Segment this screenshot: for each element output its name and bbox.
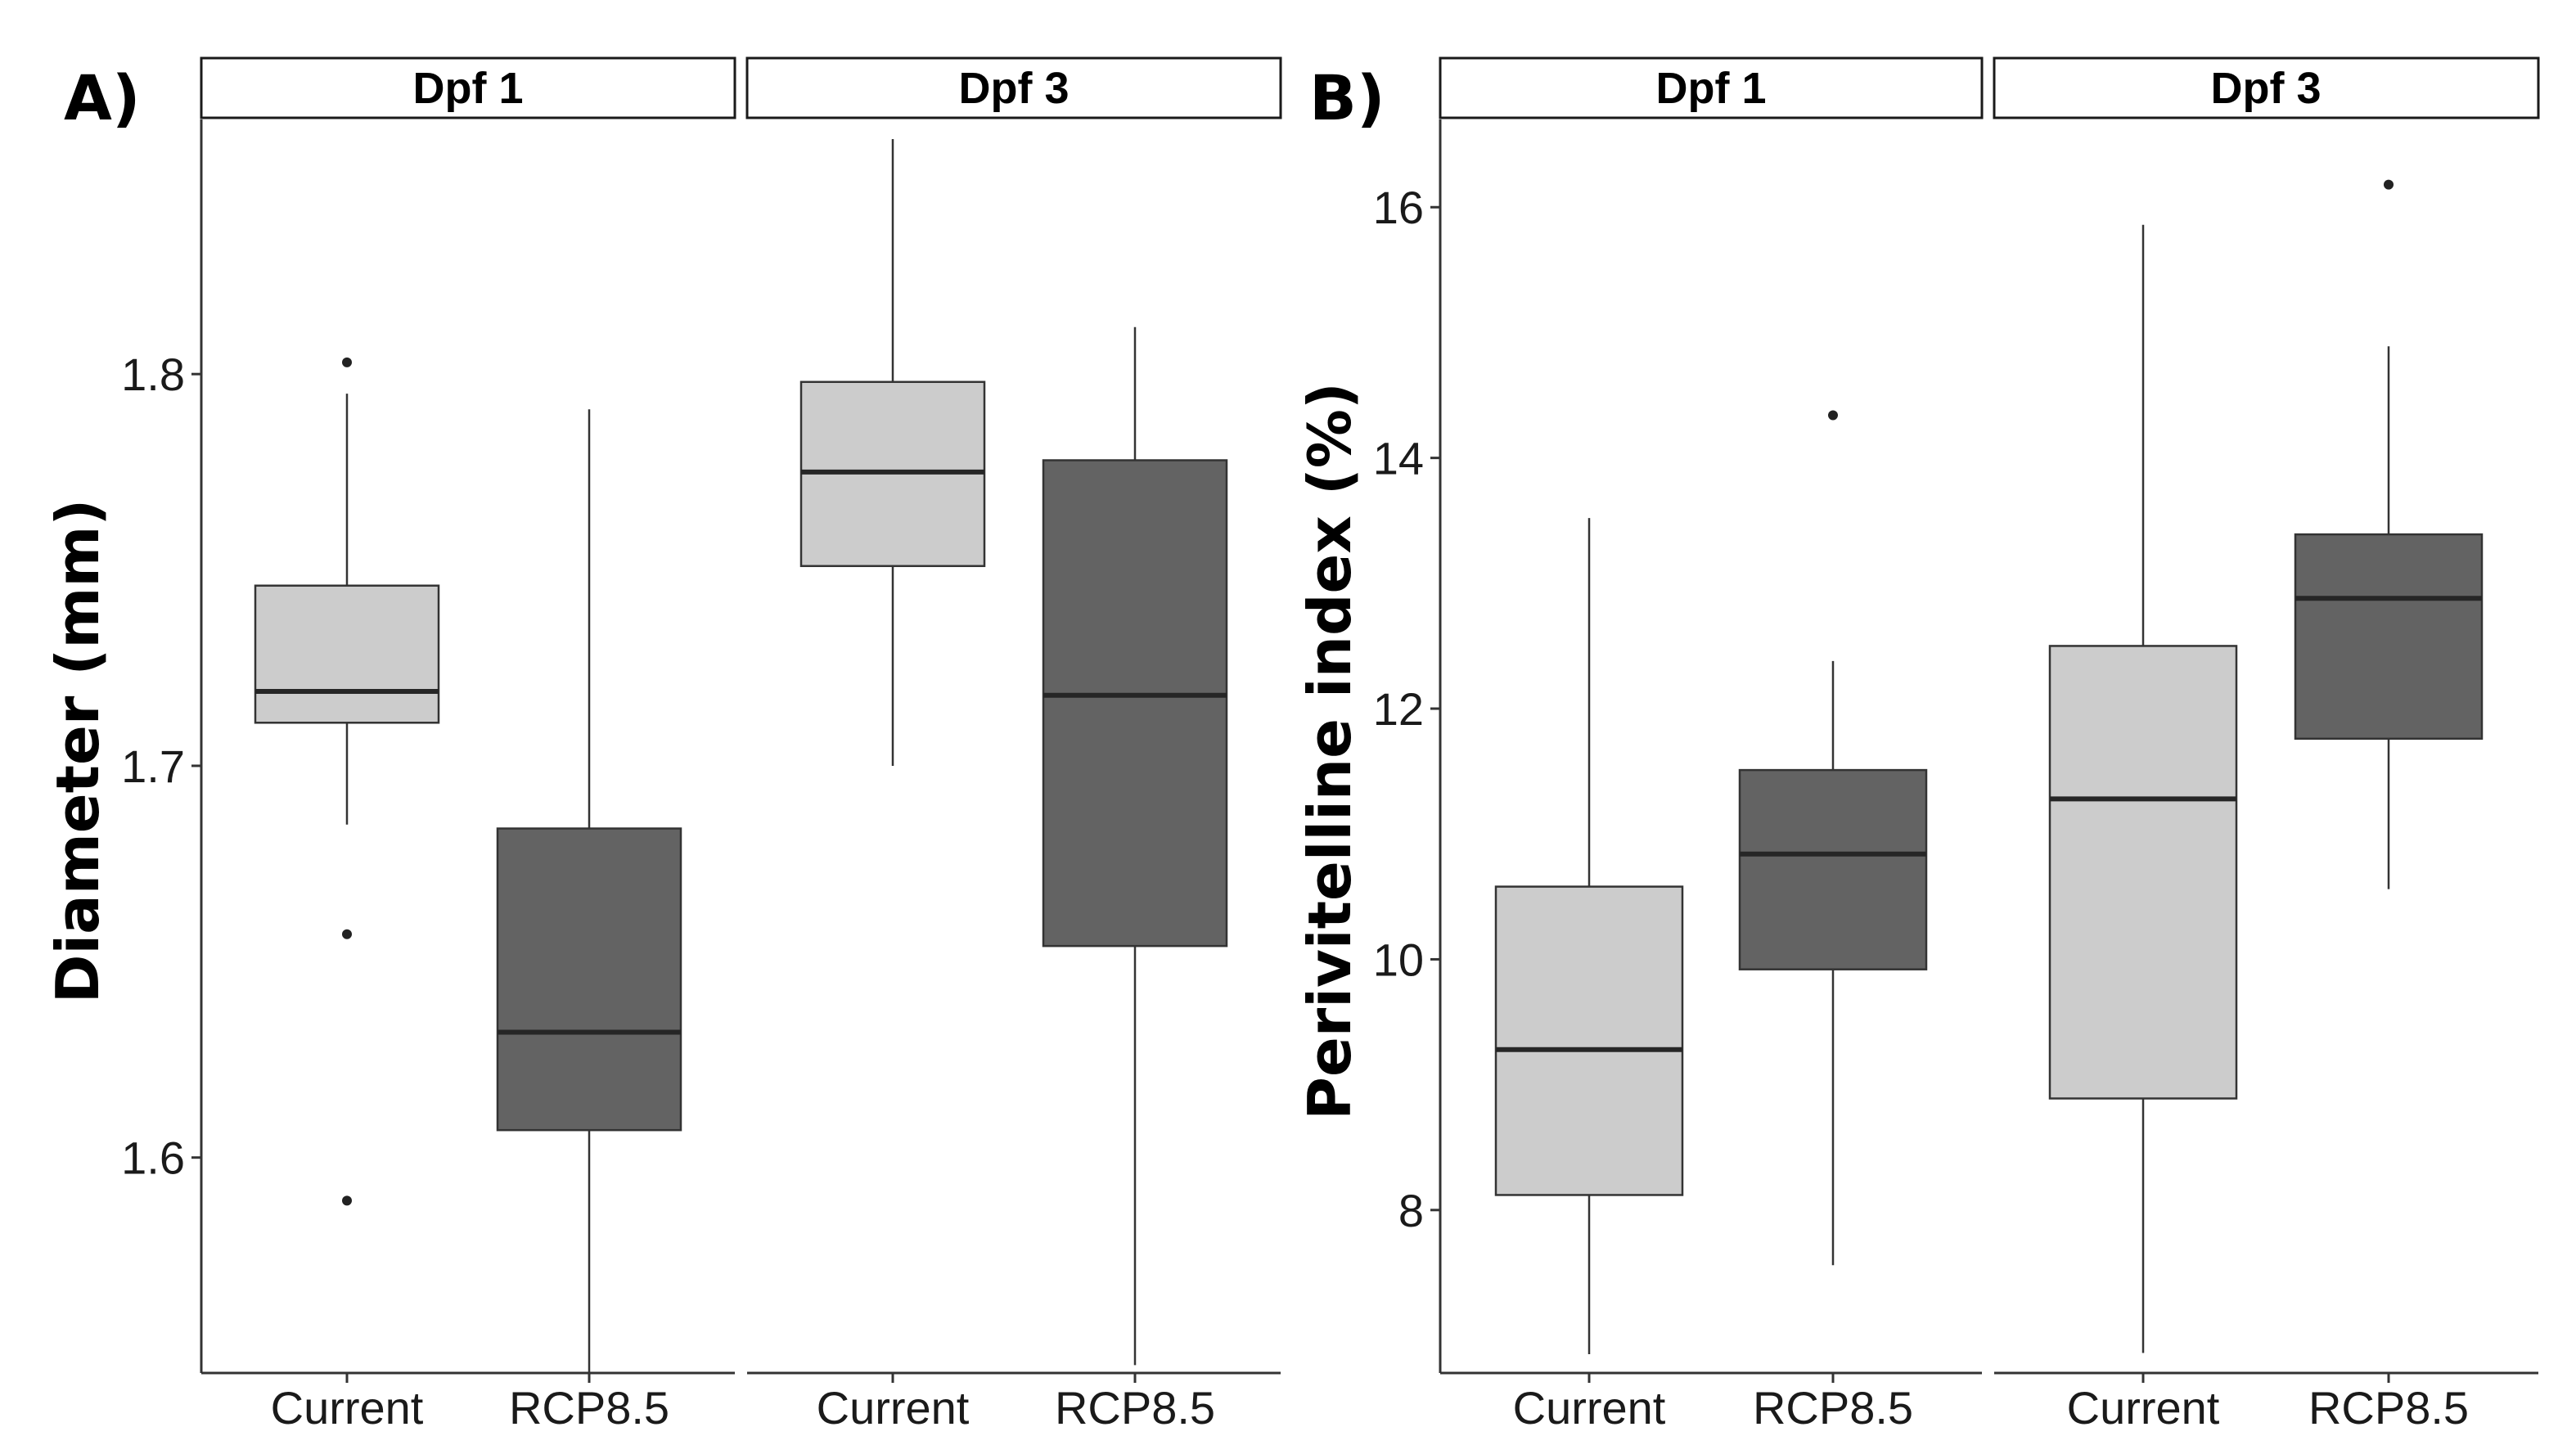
panel-a: A) Dpf 1 Dpf 3 Diameter (mm) 1.6 1.7 1.8 Cu… (43, 56, 1282, 1434)
panel-a-facet-1-rcp85-box (496, 827, 682, 1132)
panel-b-y-tick-label: 8 (1398, 1185, 1424, 1236)
panel-a-facet-1-current-outlier-point (342, 1195, 352, 1206)
panel-b-y-tick-label: 14 (1373, 433, 1424, 484)
panel-b-strip-dpf1-label: Dpf 1 (1656, 64, 1767, 113)
panel-b: B) Dpf 1 Dpf 3 Perivitelline index (%) 8… (1295, 56, 2540, 1434)
panel-b-facet-1-rcp85-box (1738, 768, 1928, 970)
panel-a-strip-dpf1 (200, 56, 736, 119)
panel-b-y-tick-label: 12 (1373, 683, 1424, 735)
panel-a-plot-area: 1.6 1.7 1.8 Current RCP8.5 Current RCP8.5 (121, 119, 1281, 1434)
panel-b-facet-1-current-box (1494, 885, 1684, 1196)
panel-b-strip-dpf1 (1439, 56, 1984, 119)
panel-b-y-axis-title: Perivitelline index (%) (1295, 382, 1364, 1120)
panel-b-strip-dpf3-label: Dpf 3 (2211, 64, 2322, 113)
panel-a-strip-dpf3-label: Dpf 3 (959, 64, 1070, 113)
panel-b-facet-2-rcp85-box (2294, 533, 2484, 741)
panel-a-facet-1-current-outlier-point (342, 357, 352, 367)
panel-a-y-tick-label: 1.8 (121, 349, 185, 400)
panel-b-facet-1-rcp85-outlier-point (1828, 410, 1838, 421)
panel-b-facet-2-rcp85-outlier-point (2384, 179, 2394, 190)
panel-a-facet-2-rcp85-box (1042, 459, 1228, 948)
panel-a-facet-1-current-box (254, 584, 440, 724)
panel-b-x-tick-label-rcp85: RCP8.5 (2308, 1382, 2469, 1434)
panel-a-y-axis-title: Diameter (mm) (43, 499, 112, 1004)
panel-a-x-tick-label-current: Current (271, 1382, 424, 1434)
panel-b-x-tick-label-current: Current (2067, 1382, 2220, 1434)
panel-b-x-tick-label-rcp85: RCP8.5 (1753, 1382, 1913, 1434)
panel-a-strip-dpf3 (745, 56, 1282, 119)
panel-b-y-tick-label: 10 (1373, 934, 1424, 985)
panel-b-strip-dpf3 (1993, 56, 2540, 119)
panel-b-label: B) (1309, 61, 1385, 134)
panel-a-label: A) (64, 61, 141, 134)
panel-a-x-tick-label-rcp85: RCP8.5 (509, 1382, 669, 1434)
panel-a-x-tick-label-rcp85: RCP8.5 (1055, 1382, 1215, 1434)
panel-b-x-tick-label-current: Current (1513, 1382, 1666, 1434)
panel-b-plot-area: 8 10 12 14 16 Current RCP8.5 Current RCP8.5 (1373, 119, 2538, 1434)
panel-a-facet-1-current-outlier-point (342, 929, 352, 939)
panel-b-y-tick-label: 16 (1373, 182, 1424, 233)
panel-a-y-tick-label: 1.7 (121, 741, 185, 792)
panel-a-strip-dpf1-label: Dpf 1 (413, 64, 524, 113)
panel-b-facet-2-current-box (2048, 645, 2238, 1100)
panel-a-y-tick-label: 1.6 (121, 1132, 185, 1184)
panel-a-x-tick-label-current: Current (817, 1382, 970, 1434)
